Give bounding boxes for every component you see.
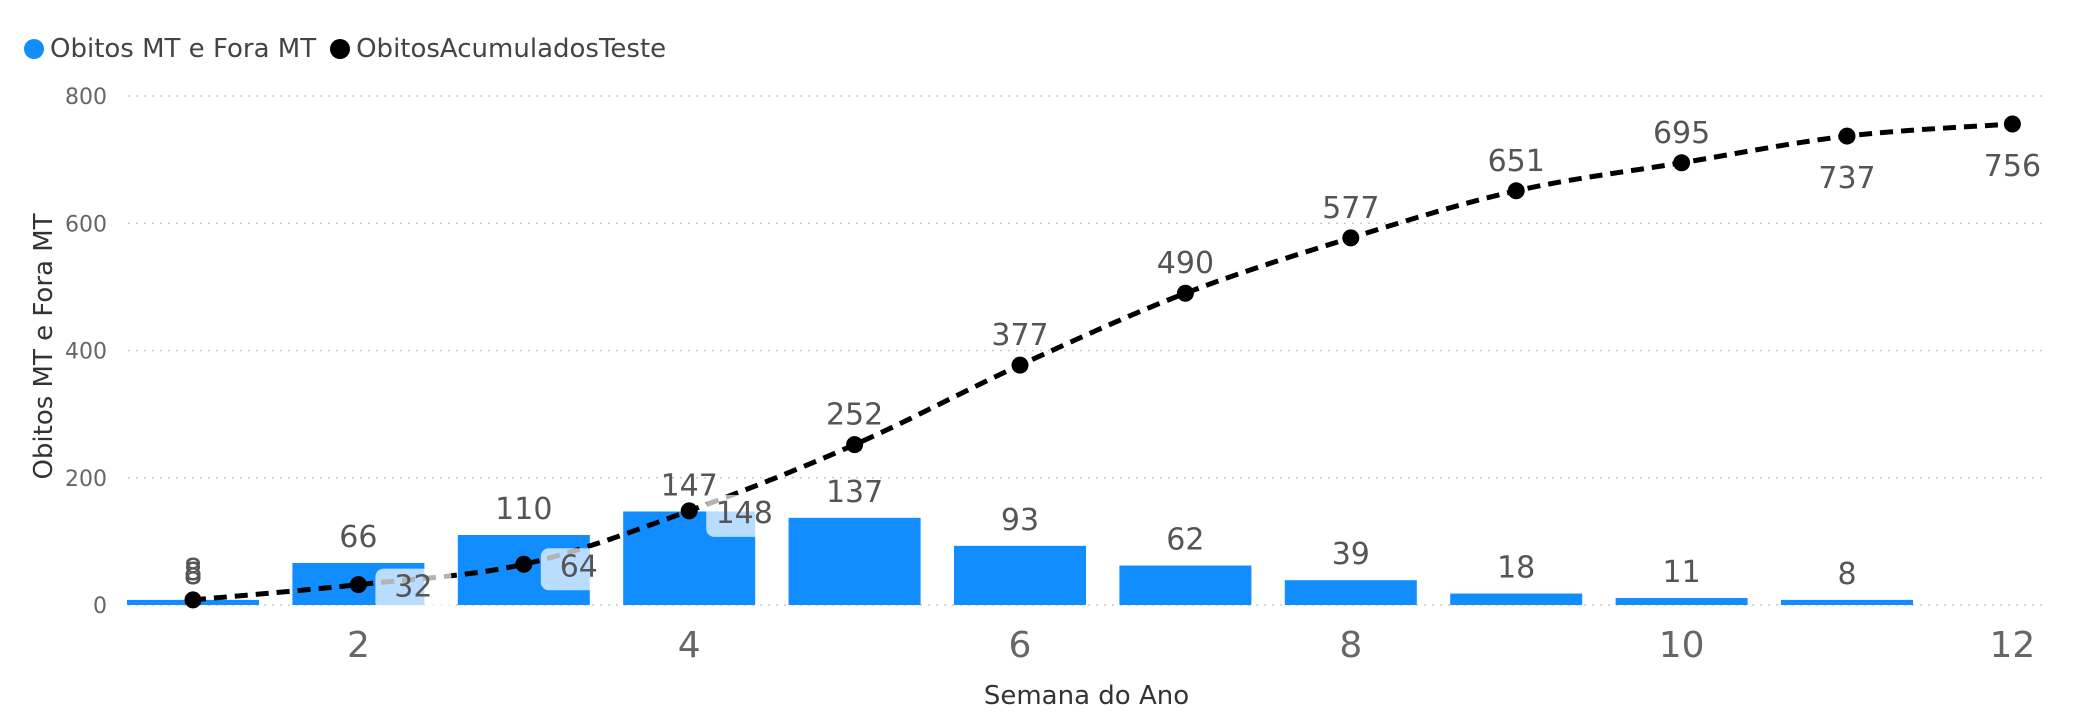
line-point[interactable]	[515, 555, 533, 573]
x-tick-label: 4	[678, 625, 701, 666]
line-point[interactable]	[2003, 115, 2021, 133]
line-data-label: 377	[991, 318, 1048, 353]
x-tick-label: 10	[1659, 625, 1705, 666]
legend-item-line[interactable]: ObitosAcumuladosTeste	[330, 34, 666, 64]
line-point[interactable]	[1838, 127, 1856, 145]
x-tick-label: 6	[1009, 625, 1032, 666]
line-data-label: 651	[1488, 144, 1545, 179]
legend-bar-swatch	[24, 39, 44, 59]
bar[interactable]	[1284, 580, 1417, 605]
line-series	[184, 115, 2021, 609]
line-data-labels: 8 32 64 148 252 377 490 577 651 695 737 756	[183, 116, 2041, 611]
line-point[interactable]	[349, 576, 367, 594]
y-axis-ticks: 0 200 400 600 800	[65, 85, 107, 619]
line-label-box	[375, 568, 452, 611]
bar-data-label: 39	[1332, 537, 1370, 572]
bar-data-label: 110	[495, 492, 552, 527]
line-label-box	[540, 548, 617, 591]
bar-data-label: 8	[1837, 557, 1856, 592]
x-tick-label: 8	[1339, 625, 1362, 666]
line-point[interactable]	[1507, 182, 1525, 200]
line-data-label: 32	[394, 570, 432, 605]
legend-item-bars[interactable]: Obitos MT e Fora MT	[24, 34, 316, 64]
bar-data-label: 66	[339, 520, 377, 555]
bar-data-label: 137	[826, 475, 883, 510]
legend: Obitos MT e Fora MT ObitosAcumuladosTest…	[24, 34, 666, 64]
line-data-label: 64	[560, 549, 598, 584]
bar[interactable]	[788, 517, 921, 605]
y-tick-label: 400	[65, 340, 107, 365]
line-data-label: 737	[1818, 161, 1875, 196]
line-point[interactable]	[680, 502, 698, 520]
bar-data-label: 11	[1663, 555, 1701, 590]
cumulative-line[interactable]	[192, 121, 2013, 603]
y-axis-title: Obitos MT e Fora MT	[29, 213, 59, 479]
bar[interactable]	[954, 545, 1086, 605]
bar-data-label: 93	[1001, 503, 1039, 538]
bar-data-label: 18	[1497, 551, 1535, 586]
gridlines	[128, 95, 2045, 606]
bar[interactable]	[1615, 598, 1748, 605]
line-point[interactable]	[1673, 154, 1691, 172]
y-tick-label: 600	[65, 212, 107, 237]
line-label-box	[706, 494, 783, 537]
line-data-label: 695	[1653, 116, 1710, 151]
bar[interactable]	[1119, 565, 1252, 605]
line-point[interactable]	[1011, 356, 1029, 374]
line-data-label: 8	[183, 553, 202, 588]
bar-data-label: 8	[183, 557, 202, 592]
bar-data-label: 62	[1166, 523, 1204, 558]
bar[interactable]	[1781, 599, 1913, 605]
line-data-label: 148	[716, 496, 773, 531]
line-point[interactable]	[1176, 284, 1194, 302]
x-axis-ticks: 2 4 6 8 10 12	[347, 625, 2035, 666]
y-tick-label: 800	[65, 85, 107, 110]
line-data-label: 490	[1157, 246, 1214, 281]
legend-bar-label: Obitos MT e Fora MT	[50, 34, 317, 64]
line-data-label: 756	[1984, 149, 2041, 184]
y-tick-label: 200	[65, 467, 107, 492]
legend-line-swatch	[330, 39, 351, 59]
x-axis-title: Semana do Ano	[984, 681, 1189, 711]
line-point[interactable]	[1342, 229, 1360, 247]
y-tick-label: 0	[93, 594, 107, 619]
bar[interactable]	[1450, 593, 1583, 605]
legend-line-label: ObitosAcumuladosTeste	[356, 34, 667, 64]
x-tick-label: 2	[347, 625, 370, 666]
line-data-label: 252	[826, 398, 883, 433]
line-point[interactable]	[846, 436, 864, 454]
x-tick-label: 12	[1989, 625, 2035, 666]
line-data-label: 577	[1322, 191, 1379, 226]
line-point[interactable]	[184, 591, 202, 609]
